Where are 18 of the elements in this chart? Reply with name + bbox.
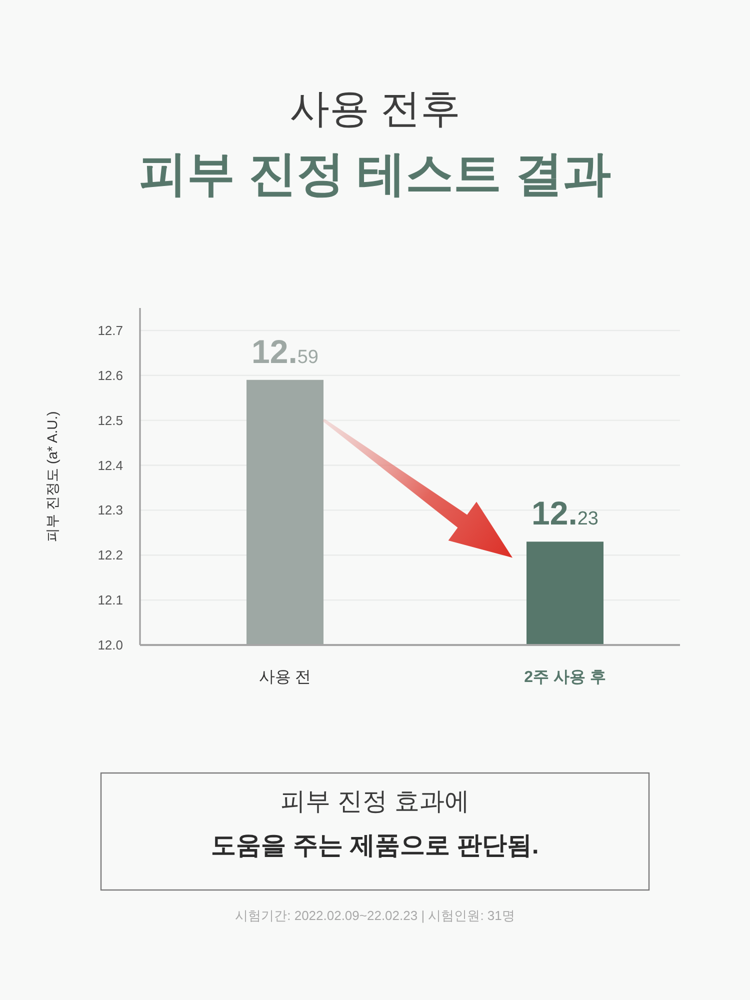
chart-subtitle: 피부 진정 테스트 결과: [138, 148, 612, 201]
y-tick-label: 12.7: [98, 322, 123, 338]
text: 시험기간: 2022.02.09~22.02.23 | 시험인원: 31명: [235, 908, 515, 923]
y-tick-label: 12.1: [98, 592, 123, 608]
y-tick-label: 12.3: [98, 502, 123, 518]
text: 피부 진정 효과에: [280, 788, 470, 816]
x-tick-label: 사용 전: [258, 669, 312, 686]
y-tick-label: 12.0: [98, 638, 123, 652]
y-tick-label: 12.6: [98, 368, 123, 383]
data-label: 12.23: [531, 494, 599, 532]
y-axis-title: 피부 진정도 (a* A.U.): [44, 411, 60, 542]
x-tick-label: 2주 사용 후: [524, 669, 606, 686]
chart-title: 사용 전후: [289, 87, 461, 131]
y-tick-label: 12.2: [98, 548, 123, 563]
data-label: 12.59: [251, 332, 319, 370]
text: 도움을 주는 제품으로 판단됨.: [211, 832, 539, 860]
y-tick-label: 12.5: [98, 412, 123, 428]
y-tick-label: 12.4: [98, 458, 123, 473]
